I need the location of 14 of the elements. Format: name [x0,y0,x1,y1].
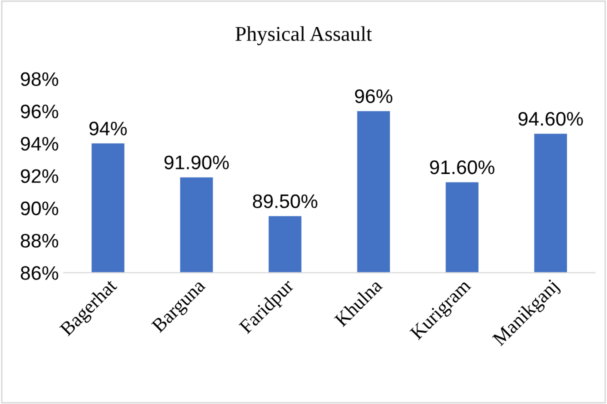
data-label: 89.50% [252,194,318,208]
data-label: 96% [355,89,392,104]
y-tick-label: 88% [20,234,58,248]
chart-title: Physical Assault [236,26,372,46]
data-label: 91.60% [430,160,494,174]
data-label: 91.90% [164,156,229,170]
data-label: 94.60% [518,112,583,126]
y-tick-label: 96% [20,104,58,118]
y-tick-label: 94% [20,136,58,151]
y-tick-label: 98% [20,72,58,86]
data-label: 94% [89,122,127,136]
y-tick-label: 86% [20,266,58,280]
y-tick-label: 92% [20,169,58,183]
y-tick-label: 90% [20,202,58,216]
